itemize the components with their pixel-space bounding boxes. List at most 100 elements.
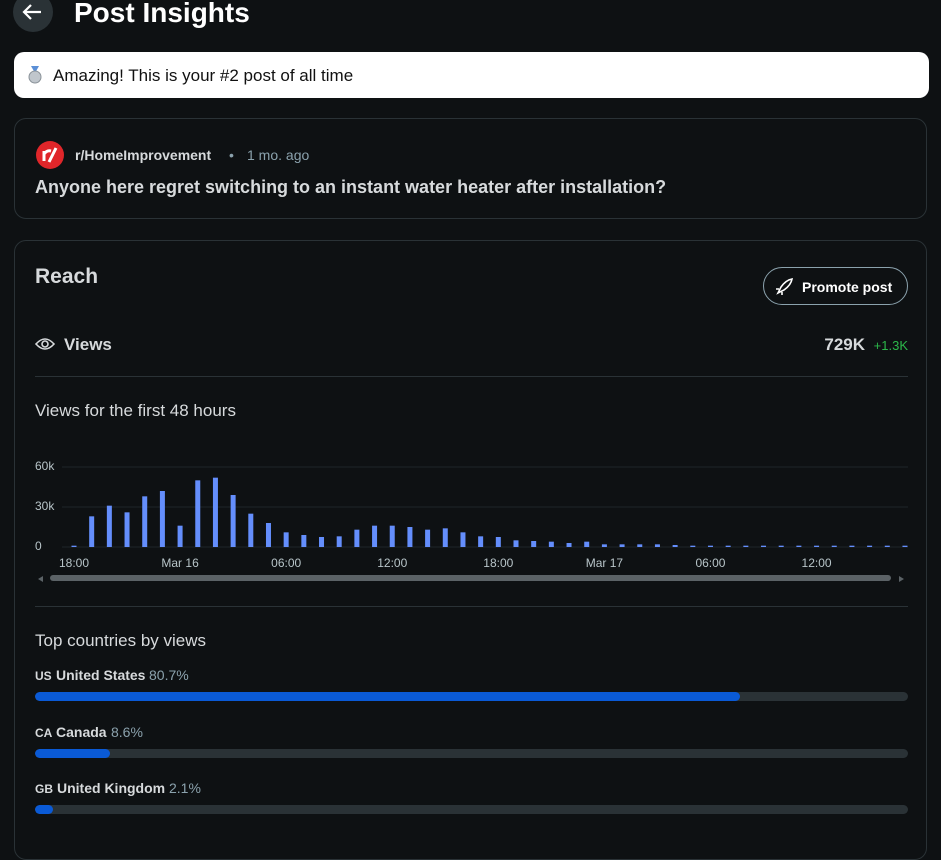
countries-title: Top countries by views [35, 631, 207, 650]
back-button[interactable] [13, 0, 53, 32]
x-tick-label: 12:00 [377, 556, 407, 570]
bar [761, 545, 767, 547]
bar [584, 541, 590, 547]
bar [707, 545, 713, 547]
bar [513, 540, 519, 547]
medal-icon [28, 66, 42, 84]
x-tick-label: Mar 16 [161, 556, 199, 570]
bar [637, 544, 643, 547]
bar [654, 544, 660, 547]
bar [902, 545, 908, 547]
bar [690, 545, 696, 547]
bar [814, 545, 820, 547]
bar [849, 545, 855, 547]
bar [442, 528, 448, 547]
views-change: +1.3K [873, 338, 908, 353]
button-label: Promote post [802, 279, 893, 295]
country-track [35, 805, 908, 814]
x-tick-label: 18:00 [59, 556, 89, 570]
country-code: US [35, 669, 52, 683]
chart-title: Views for the first 48 hours [35, 401, 236, 420]
bar [407, 527, 413, 547]
bar [71, 545, 77, 547]
bar [725, 545, 731, 547]
page-title: Post Insights [74, 0, 250, 28]
bar [301, 535, 307, 547]
banner: Amazing! This is your #2 post of all tim… [14, 52, 929, 98]
bar [831, 545, 837, 547]
bar [106, 505, 112, 547]
bar [248, 513, 254, 547]
promote-button[interactable]: Promote post [763, 267, 908, 305]
chart: 0 30k 60k 18:00 Mar 16 06:00 12:00 18:00 Mar 17 0… [35, 459, 908, 582]
x-tick-label: 06:00 [271, 556, 301, 570]
bar [867, 545, 873, 547]
bar [212, 477, 218, 547]
bar [265, 523, 271, 547]
bar [425, 529, 431, 547]
divider [35, 376, 908, 377]
separator: • [229, 147, 234, 163]
bar [89, 516, 95, 547]
bar [124, 512, 130, 547]
x-tick-label: 12:00 [802, 556, 832, 570]
bar [672, 545, 678, 547]
bar [230, 495, 236, 547]
country-percent: 8.6% [111, 723, 143, 740]
bar [283, 532, 289, 547]
divider [35, 606, 908, 607]
bar [548, 541, 554, 547]
views-total: 729K [824, 335, 865, 354]
post-title[interactable]: Anyone here regret switching to an insta… [35, 177, 667, 197]
bar [743, 545, 749, 547]
x-tick-label: 06:00 [695, 556, 725, 570]
bar [601, 544, 607, 547]
bar [884, 545, 890, 547]
y-tick-label: 60k [35, 459, 55, 473]
bar [778, 545, 784, 547]
bar [354, 529, 360, 547]
bar [372, 525, 378, 547]
bar [566, 543, 572, 547]
country-name: United Kingdom [57, 780, 166, 796]
scroll-right[interactable] [899, 576, 904, 582]
section-title: Reach [35, 265, 99, 288]
bar [195, 480, 201, 547]
subreddit-link[interactable]: r/HomeImprovement [75, 147, 212, 163]
x-tick-label: 18:00 [483, 556, 513, 570]
views-label: Views [64, 335, 112, 354]
subreddit-icon [36, 141, 64, 169]
bar [619, 544, 625, 547]
scrollbar[interactable] [50, 575, 891, 581]
country-bar [35, 692, 740, 701]
bar [319, 537, 325, 547]
banner-text: Amazing! This is your #2 post of all tim… [53, 66, 354, 85]
country-code: CA [35, 725, 53, 740]
rocket-icon [776, 278, 793, 295]
country-name: United States [56, 667, 146, 683]
bar [389, 525, 395, 547]
country-percent: 80.7% [149, 667, 189, 683]
y-tick-label: 0 [35, 539, 42, 553]
bar [460, 532, 466, 547]
scroll-left[interactable] [38, 576, 43, 582]
bar [531, 541, 537, 547]
bar [796, 545, 802, 547]
bar [478, 536, 484, 547]
country-code: GB [35, 782, 53, 796]
y-tick-label: 30k [35, 499, 55, 513]
bar [336, 536, 342, 547]
post-age: 1 mo. ago [247, 147, 310, 163]
country-bar [35, 748, 111, 758]
bar [177, 525, 183, 547]
bar [495, 537, 501, 547]
eye-icon [35, 338, 55, 350]
bar [142, 496, 148, 547]
bar [159, 491, 165, 547]
country-track [35, 748, 908, 758]
country-bar [35, 805, 54, 814]
x-tick-label: Mar 17 [586, 556, 624, 570]
back-icon [22, 4, 41, 20]
country-track [35, 692, 908, 701]
page: Post Insights Amazing! This is your #2 p… [13, 0, 929, 860]
